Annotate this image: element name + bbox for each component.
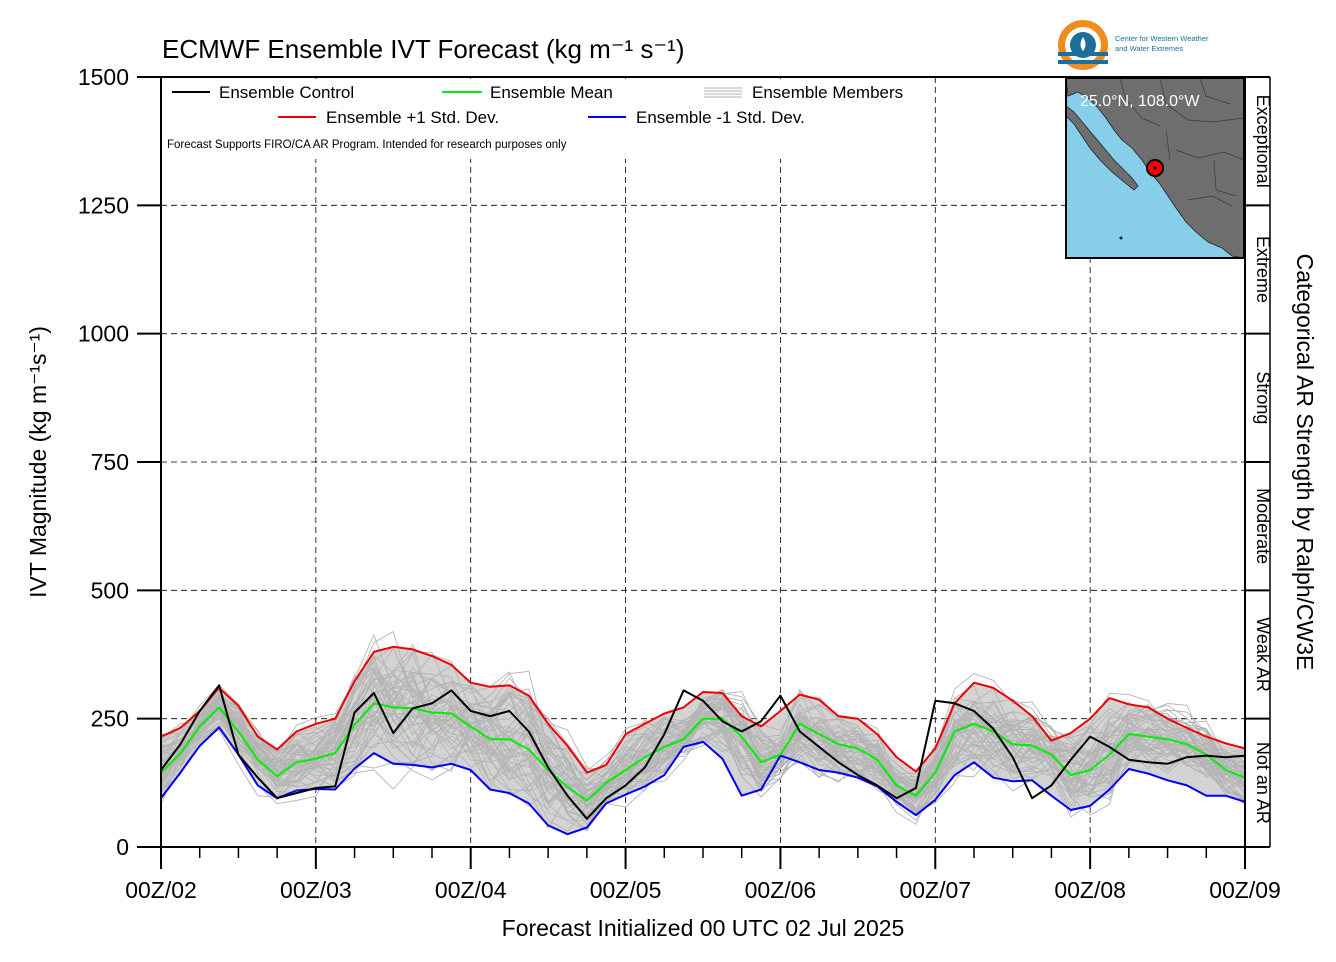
- ensemble-member-line: [161, 687, 1245, 832]
- ensemble-member-line: [161, 646, 1245, 808]
- map-location-label: 25.0°N, 108.0°W: [1080, 93, 1200, 110]
- x-axis-label: Forecast Initialized 00 UTC 02 Jul 2025: [502, 915, 905, 941]
- minus-std-line: [161, 726, 1245, 836]
- location-marker-dot: [1153, 166, 1157, 170]
- ensemble-member-line: [161, 705, 1245, 814]
- legend: Ensemble Control Ensemble Mean Ensemble …: [163, 79, 933, 159]
- ensemble-member-line: [161, 669, 1245, 814]
- map-frame: [1065, 77, 1245, 259]
- map-island: [1119, 236, 1123, 240]
- spread-band: [161, 646, 1245, 835]
- category-label: Exceptional: [1253, 95, 1273, 188]
- y-tick-label: 500: [91, 577, 129, 603]
- x-tick-label: 00Z/03: [280, 877, 352, 903]
- category-label: Not an AR: [1253, 742, 1273, 824]
- map-state-borders: [1119, 78, 1244, 207]
- ensemble-spread: [161, 646, 1245, 835]
- y-tick-label: 250: [91, 706, 129, 732]
- legend-label-control: Ensemble Control: [219, 83, 354, 102]
- category-label: Strong: [1253, 371, 1273, 424]
- x-tick-label: 00Z/09: [1209, 877, 1281, 903]
- x-tick-label: 00Z/07: [899, 877, 971, 903]
- series-lines: [161, 630, 1245, 836]
- category-label: Weak AR: [1253, 617, 1273, 692]
- chart-title: ECMWF Ensemble IVT Forecast (kg m⁻¹ s⁻¹): [162, 34, 684, 64]
- inset-map: 25.0°N, 108.0°W: [1065, 77, 1245, 259]
- map-baja-peninsula: [1066, 105, 1139, 191]
- logo-text-line1: Center for Western Weather: [1115, 34, 1209, 43]
- x-tick-label: 00Z/04: [435, 877, 507, 903]
- legend-swatch-members: [704, 87, 742, 98]
- ensemble-member-line: [161, 702, 1245, 800]
- ar-category-axis: Not an AR Weak AR Moderate Strong Extreme Exc…: [1245, 76, 1273, 848]
- category-label: Moderate: [1253, 488, 1273, 564]
- y-tick-label: 0: [116, 834, 129, 860]
- x-tick-label: 00Z/06: [745, 877, 817, 903]
- ensemble-control-line: [161, 684, 1245, 820]
- disclaimer-text: Forecast Supports FIRO/CA AR Program. In…: [167, 139, 567, 151]
- y-tick-label: 1500: [78, 64, 129, 90]
- y-axis-label: IVT Magnitude (kg m⁻¹s⁻¹): [25, 326, 51, 598]
- y-tick-label: 750: [91, 449, 129, 475]
- plot-frame: [160, 76, 1246, 848]
- x-tick-label: 00Z/05: [590, 877, 662, 903]
- cw3e-logo: Center for Western Weather and Water Ext…: [1058, 20, 1209, 70]
- legend-label-mean: Ensemble Mean: [490, 83, 613, 102]
- y-tick-label: 1000: [78, 321, 129, 347]
- x-axis-ticks: 00Z/02 00Z/03 00Z/04 00Z/05 00Z/06 00Z/07 00Z/…: [125, 847, 1281, 903]
- x-tick-label: 00Z/08: [1054, 877, 1126, 903]
- ensemble-member-line: [161, 643, 1245, 814]
- ensemble-member-line: [161, 666, 1245, 801]
- logo-text-line2: and Water Extremes: [1115, 44, 1183, 53]
- y-tick-label: 1250: [78, 192, 129, 218]
- legend-label-plus-std: Ensemble +1 Std. Dev.: [326, 108, 499, 127]
- category-label: Extreme: [1253, 236, 1273, 303]
- right-axis-label: Categorical AR Strength by Ralph/CW3E: [1292, 254, 1318, 671]
- legend-label-minus-std: Ensemble -1 Std. Dev.: [636, 108, 805, 127]
- legend-label-members: Ensemble Members: [752, 83, 903, 102]
- x-tick-label: 00Z/02: [125, 877, 197, 903]
- ensemble-member-line: [161, 630, 1245, 798]
- plus-std-line: [161, 645, 1245, 774]
- y-axis-ticks: 0 250 500 750 1000 1250 1500: [78, 64, 161, 860]
- ensemble-member-line: [161, 676, 1245, 816]
